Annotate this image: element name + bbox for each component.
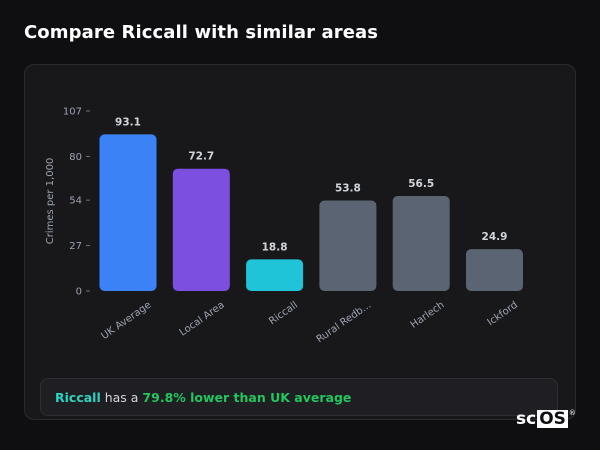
x-tick-label: UK Average <box>99 300 153 342</box>
bar <box>466 249 523 291</box>
bar <box>99 134 157 291</box>
bar <box>172 168 230 291</box>
y-tick-label: 27 <box>69 241 82 252</box>
x-tick-label: Local Area <box>178 300 227 339</box>
bar-value-label: 18.8 <box>262 241 288 253</box>
summary-stat: 79.8% lower than UK average <box>142 389 352 405</box>
page-title: Compare Riccall with similar areas <box>24 22 379 43</box>
y-tick-label: 0 <box>76 287 82 298</box>
y-tick-label: 54 <box>69 196 82 207</box>
bar <box>392 195 450 291</box>
bar <box>319 200 377 291</box>
bar-value-label: 72.7 <box>188 151 214 163</box>
x-tick-label: Riccall <box>267 300 300 328</box>
x-tick-label: Ickford <box>486 300 520 329</box>
x-tick-label: Harlech <box>409 300 447 331</box>
summary-box: Riccall has a 79.8% lower than UK averag… <box>40 378 558 416</box>
bar <box>246 259 304 291</box>
y-axis-label: Crimes per 1,000 <box>45 158 56 245</box>
y-tick-label: 107 <box>63 107 82 118</box>
bar-value-label: 56.5 <box>408 178 434 190</box>
logo-prefix: sc <box>516 409 537 429</box>
bar-value-label: 24.9 <box>482 231 508 243</box>
scos-logo: sc OS ® <box>516 410 576 428</box>
logo-registered-mark: ® <box>568 409 576 417</box>
bar-value-label: 93.1 <box>115 116 141 128</box>
summary-text: has a <box>100 389 143 405</box>
logo-boxed: OS <box>537 409 568 429</box>
y-tick-label: 80 <box>69 152 82 163</box>
bar-value-label: 53.8 <box>335 182 361 194</box>
x-tick-label: Rural Redb... <box>315 300 374 346</box>
summary-area-name: Riccall <box>55 389 101 405</box>
